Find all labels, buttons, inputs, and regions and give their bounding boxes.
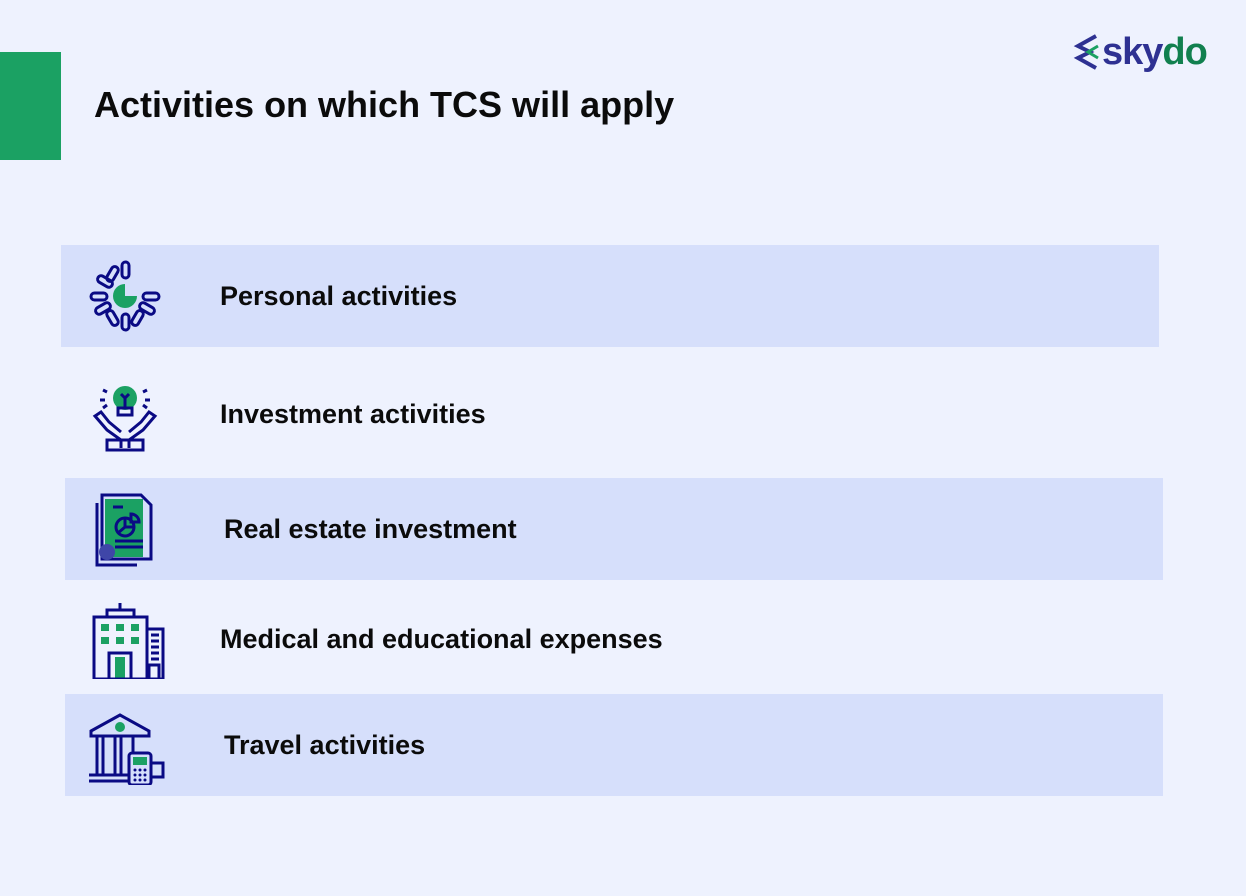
list-item: Travel activities: [65, 694, 1163, 796]
accent-bar: [0, 52, 61, 160]
list-item: Medical and educational expenses: [61, 588, 1159, 690]
list-item: Personal activities: [61, 245, 1159, 347]
item-label: Personal activities: [220, 280, 458, 311]
item-label: Investment activities: [220, 398, 486, 429]
hands-lightbulb-icon: [92, 386, 158, 452]
skydo-logo: sky do: [1072, 30, 1208, 74]
item-label: Travel activities: [224, 729, 426, 760]
item-label: Medical and educational expenses: [220, 623, 663, 654]
loading-pie-icon: [89, 260, 161, 332]
list-item: Investment activities: [61, 363, 1159, 465]
building-icon: [92, 603, 165, 679]
logo-chevrons-icon: [1073, 34, 1099, 70]
item-label: Real estate investment: [224, 513, 517, 544]
document-chart-icon: [95, 493, 153, 567]
list-item: Real estate investment: [65, 478, 1163, 580]
page-title: Activities on which TCS will apply: [94, 84, 675, 125]
bank-card-terminal-icon: [89, 713, 165, 785]
